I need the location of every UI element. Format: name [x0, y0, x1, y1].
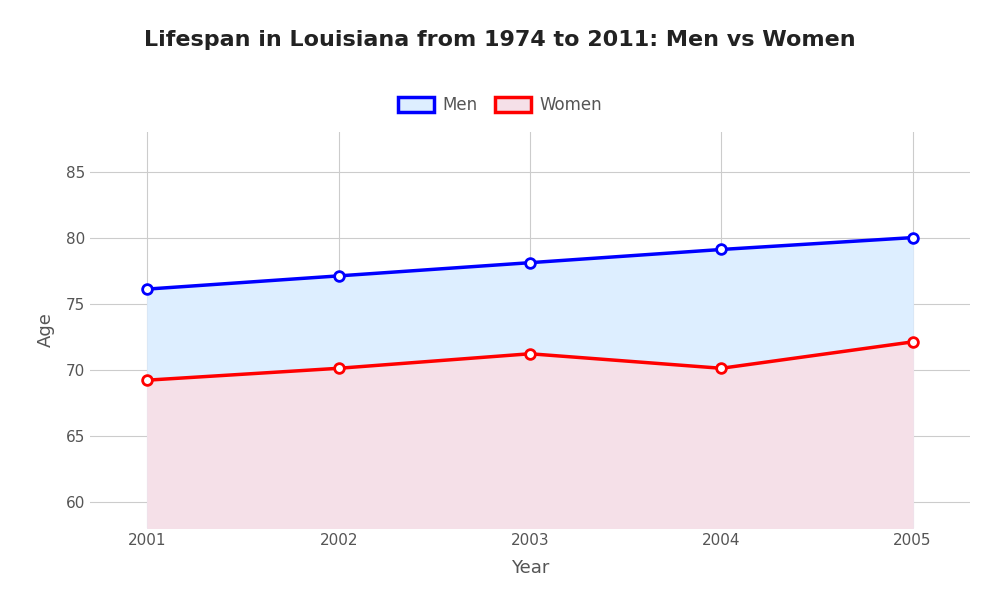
Y-axis label: Age: Age: [37, 313, 55, 347]
Text: Lifespan in Louisiana from 1974 to 2011: Men vs Women: Lifespan in Louisiana from 1974 to 2011:…: [144, 30, 856, 50]
Legend: Men, Women: Men, Women: [391, 89, 609, 121]
X-axis label: Year: Year: [511, 559, 549, 577]
